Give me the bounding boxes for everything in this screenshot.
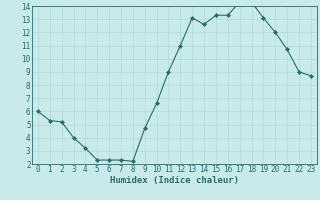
X-axis label: Humidex (Indice chaleur): Humidex (Indice chaleur) [110, 176, 239, 185]
